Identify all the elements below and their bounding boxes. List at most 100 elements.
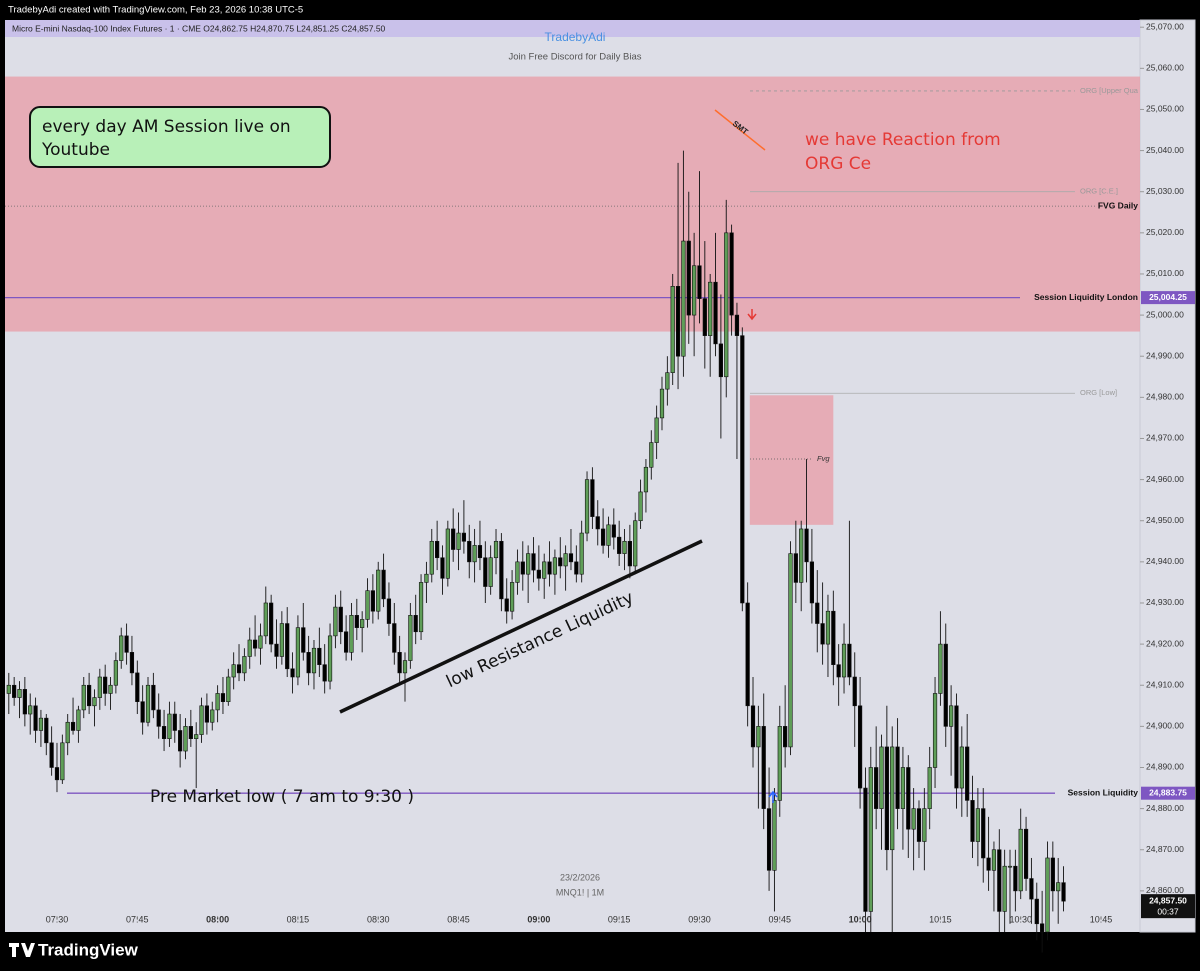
reaction-text: ORG Ce bbox=[805, 154, 871, 174]
candle-body bbox=[611, 524, 616, 538]
candle-body bbox=[81, 684, 86, 711]
candle-body bbox=[1002, 865, 1007, 912]
candle-body bbox=[766, 808, 772, 871]
x-tick-label: 07:45 bbox=[126, 914, 149, 924]
candle-body bbox=[381, 569, 386, 600]
candle-body bbox=[949, 705, 954, 727]
candle-body bbox=[483, 557, 488, 587]
candle-body bbox=[349, 615, 354, 653]
price-tag-label: 25,004.25 bbox=[1149, 292, 1187, 302]
candle-body bbox=[874, 767, 879, 809]
candle-body bbox=[156, 709, 161, 727]
candle-body bbox=[633, 520, 638, 567]
candle-body bbox=[226, 676, 231, 702]
symbol-label: MNQ1! | 1M bbox=[556, 887, 604, 897]
candle-body bbox=[515, 561, 520, 583]
legend-text: Micro E-mini Nasdaq-100 Index Futures · … bbox=[12, 23, 386, 33]
candle-body bbox=[1034, 898, 1039, 925]
candle-body bbox=[231, 664, 236, 678]
candle-body bbox=[178, 730, 183, 752]
candle-body bbox=[638, 491, 643, 522]
level-label: ORG [Low] bbox=[1080, 388, 1117, 397]
candle-body bbox=[1007, 865, 1013, 868]
level-label: Session Liquidity bbox=[1068, 787, 1139, 797]
price-axis bbox=[1139, 19, 1196, 933]
candle-body bbox=[124, 635, 129, 653]
last-price-tag bbox=[1141, 894, 1195, 919]
y-tick-label: 25,010.00 bbox=[1146, 268, 1184, 278]
candle-body bbox=[92, 697, 97, 707]
candle-body bbox=[965, 746, 970, 801]
level-label: FVG Daily bbox=[1098, 200, 1138, 210]
candle-body bbox=[852, 676, 857, 707]
candle-body bbox=[831, 610, 836, 665]
candle-body bbox=[997, 849, 1002, 912]
candle-body bbox=[729, 232, 734, 316]
candle-body bbox=[279, 623, 284, 657]
candle-body bbox=[317, 647, 322, 665]
candle-body bbox=[210, 709, 215, 723]
candle-body bbox=[65, 721, 70, 744]
candle-body bbox=[579, 532, 584, 575]
y-tick-label: 24,860.00 bbox=[1146, 885, 1184, 895]
candle-body bbox=[408, 615, 413, 661]
last-price-label: 24,857.50 bbox=[1149, 895, 1187, 905]
candle-body bbox=[890, 746, 895, 851]
candle-body bbox=[17, 689, 22, 698]
header-text: TradebyAdi created with TradingView.com,… bbox=[8, 5, 303, 16]
candle-body bbox=[151, 684, 156, 711]
watermark-subtitle: Join Free Discord for Daily Bias bbox=[508, 52, 641, 63]
candle-body bbox=[911, 808, 916, 830]
premarket-label: Pre Market low ( 7 am to 9:30 ) bbox=[150, 787, 414, 807]
candle-body bbox=[552, 557, 558, 575]
candle-body bbox=[301, 627, 306, 653]
candle-body bbox=[38, 717, 44, 731]
x-tick-label: 08:30 bbox=[367, 914, 390, 924]
candle-body bbox=[970, 800, 975, 842]
candle-body bbox=[563, 553, 568, 567]
candle-body bbox=[274, 643, 279, 657]
candle-body bbox=[681, 240, 686, 357]
candle-body bbox=[338, 606, 343, 633]
x-tick-label: 08:15 bbox=[287, 914, 310, 924]
candle-body bbox=[520, 561, 525, 575]
candle-body bbox=[590, 479, 595, 517]
candle-body bbox=[750, 705, 756, 748]
candle-body bbox=[429, 540, 434, 575]
trendline bbox=[339, 539, 703, 714]
candle-body bbox=[783, 726, 788, 748]
candle-body bbox=[1040, 923, 1045, 933]
candle-body bbox=[1045, 857, 1050, 933]
price-tag-label: 24,883.75 bbox=[1149, 787, 1187, 797]
candle-body bbox=[167, 713, 172, 740]
y-tick-label: 24,920.00 bbox=[1146, 638, 1184, 648]
candle-body bbox=[916, 808, 922, 842]
candle-body bbox=[161, 726, 167, 740]
candle-body bbox=[1029, 878, 1034, 900]
candle-body bbox=[145, 684, 151, 723]
candle-body bbox=[697, 265, 702, 299]
candle-body bbox=[44, 717, 49, 744]
candle-body bbox=[344, 631, 349, 653]
y-tick-label: 24,910.00 bbox=[1146, 679, 1184, 689]
price-tag bbox=[1141, 291, 1195, 305]
candle-body bbox=[509, 582, 515, 612]
candle-body bbox=[103, 676, 108, 694]
y-tick-label: 24,960.00 bbox=[1146, 474, 1184, 484]
candle-body bbox=[306, 652, 311, 674]
level-label: Session Liquidity London bbox=[1034, 292, 1138, 302]
x-tick-label: 09:30 bbox=[688, 914, 711, 924]
down-arrow bbox=[747, 309, 757, 321]
y-tick-label: 24,890.00 bbox=[1146, 762, 1184, 772]
candle-body bbox=[986, 857, 991, 871]
candle-body bbox=[365, 590, 370, 620]
candle-body bbox=[472, 545, 477, 563]
candle-body bbox=[12, 684, 17, 698]
candle-body bbox=[397, 652, 402, 674]
candle-body bbox=[526, 553, 531, 575]
x-tick-label: 10:15 bbox=[929, 914, 952, 924]
candle-body bbox=[884, 746, 889, 851]
candle-body bbox=[622, 540, 627, 554]
candle-body bbox=[28, 705, 33, 715]
candle-body bbox=[370, 590, 375, 612]
